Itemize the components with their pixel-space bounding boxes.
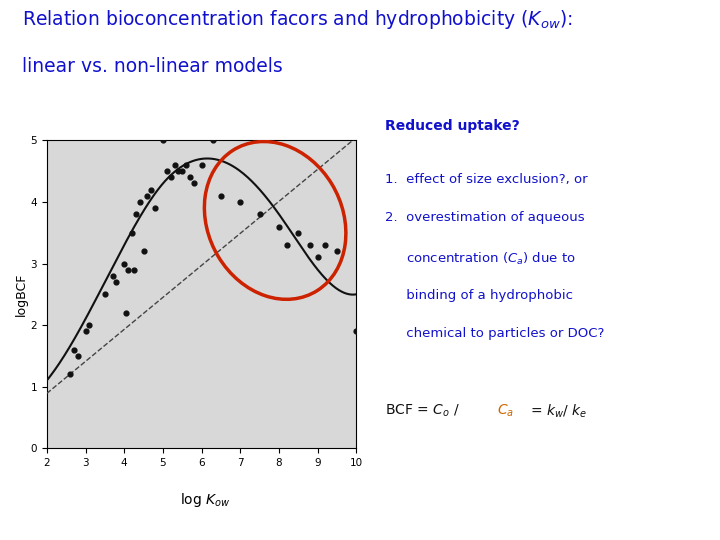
Point xyxy=(173,167,184,176)
Point xyxy=(130,210,142,219)
Text: = $k_w$/ $k_e$: = $k_w$/ $k_e$ xyxy=(526,402,587,420)
Point xyxy=(188,179,199,188)
Point xyxy=(107,272,118,280)
Point xyxy=(64,370,76,379)
Point xyxy=(122,265,134,274)
Point xyxy=(180,161,192,170)
Point xyxy=(274,222,285,231)
Point xyxy=(305,241,316,249)
Point xyxy=(312,253,323,262)
Point xyxy=(138,247,149,255)
Point xyxy=(134,198,145,206)
Point xyxy=(161,167,173,176)
Point xyxy=(84,321,95,329)
Text: log $\mathit{K}_{ow}$: log $\mathit{K}_{ow}$ xyxy=(180,491,230,509)
Point xyxy=(281,241,292,249)
Point xyxy=(142,192,153,200)
Text: BCF = $C_o$ /: BCF = $C_o$ / xyxy=(385,402,460,418)
Text: linear vs. non-linear models: linear vs. non-linear models xyxy=(22,57,282,76)
Point xyxy=(215,192,227,200)
Point xyxy=(157,136,168,145)
Point xyxy=(111,278,122,286)
Point xyxy=(99,290,111,299)
Point xyxy=(72,352,84,360)
Point xyxy=(235,198,246,206)
Point xyxy=(145,185,157,194)
Point xyxy=(168,161,180,170)
Point xyxy=(80,327,91,335)
Point xyxy=(126,228,138,237)
Point xyxy=(184,173,196,181)
Point xyxy=(351,327,362,335)
Point xyxy=(120,308,132,317)
Point xyxy=(196,161,207,170)
Point xyxy=(331,247,343,255)
Text: 1.  effect of size exclusion?, or: 1. effect of size exclusion?, or xyxy=(385,173,588,186)
Point xyxy=(149,204,161,212)
Point xyxy=(320,241,331,249)
Point xyxy=(207,136,219,145)
Text: concentration ($C_a$) due to: concentration ($C_a$) due to xyxy=(385,251,576,267)
Point xyxy=(118,259,130,268)
Point xyxy=(292,228,304,237)
Point xyxy=(165,173,176,181)
Point xyxy=(68,346,80,354)
Point xyxy=(254,210,266,219)
Text: chemical to particles or DOC?: chemical to particles or DOC? xyxy=(385,327,605,340)
Text: 2.  overestimation of aqueous: 2. overestimation of aqueous xyxy=(385,211,585,224)
Y-axis label: logBCF: logBCF xyxy=(14,273,27,316)
Text: $C_a$: $C_a$ xyxy=(497,402,514,418)
Text: Relation bioconcentration facors and hydrophobicity ($K_{ow}$):: Relation bioconcentration facors and hyd… xyxy=(22,8,572,31)
Point xyxy=(128,265,140,274)
Point xyxy=(176,167,188,176)
Text: Reduced uptake?: Reduced uptake? xyxy=(385,119,520,133)
Text: binding of a hydrophobic: binding of a hydrophobic xyxy=(385,289,573,302)
